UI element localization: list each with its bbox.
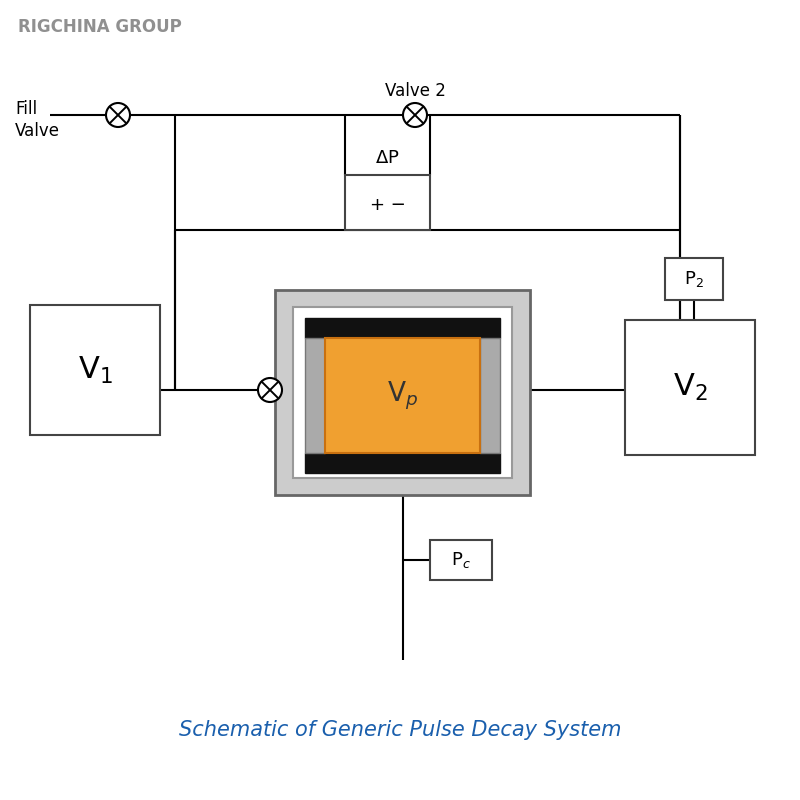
Bar [30,305,160,435]
Bar [305,318,500,338]
Bar [275,290,530,495]
Text: V$_p$: V$_p$ [387,379,418,412]
Bar [345,175,430,230]
Text: Valve 2: Valve 2 [385,82,446,100]
Circle shape [258,378,282,402]
Bar [480,338,500,453]
Bar [325,338,480,453]
Bar [430,540,492,580]
Bar [293,307,512,478]
Text: V$_1$: V$_1$ [78,354,112,386]
Bar [625,320,755,455]
Circle shape [106,103,130,127]
Bar [305,338,325,453]
Text: RIGCHINA GROUP: RIGCHINA GROUP [18,18,182,36]
Text: $\Delta$P: $\Delta$P [375,149,400,167]
Text: P$_2$: P$_2$ [684,269,704,289]
Text: Fill
Valve: Fill Valve [15,100,60,140]
Text: Schematic of Generic Pulse Decay System: Schematic of Generic Pulse Decay System [178,720,622,740]
Bar [665,258,723,300]
Text: Valve 1: Valve 1 [286,405,347,423]
Circle shape [403,103,427,127]
Text: V$_2$: V$_2$ [673,372,707,403]
Text: P$_c$: P$_c$ [451,550,471,570]
Bar [305,453,500,473]
Text: + −: + − [370,195,406,214]
